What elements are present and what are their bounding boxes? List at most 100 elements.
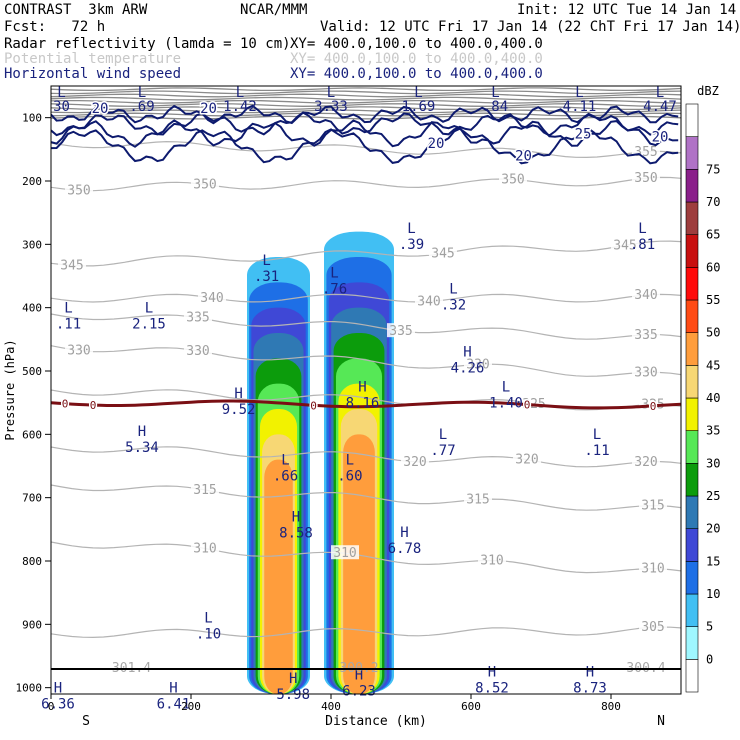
extremum-value: 8.73: [573, 681, 607, 697]
top-value-label: .84: [483, 99, 508, 115]
theta-contour-line: [51, 176, 681, 192]
colorbar-level: 75: [706, 162, 720, 176]
theta-label-bg: [611, 237, 639, 252]
x-tick-label: 0: [48, 700, 55, 713]
theta-label-bg: [639, 619, 667, 634]
theta-label-bg: [331, 545, 359, 560]
y-tick-label: 500: [22, 365, 42, 378]
top-low-marker: L: [57, 85, 65, 101]
extremum-value: 2.15: [132, 316, 166, 332]
theta-label: 345: [60, 258, 83, 273]
upper-theta-line: [51, 109, 681, 114]
theta-label: 335: [186, 311, 209, 326]
y-tick-label: 1000: [16, 682, 43, 695]
theta-contour-line: [51, 293, 681, 303]
extremum-value: 6.36: [41, 696, 75, 712]
top-low-marker: L: [656, 85, 664, 101]
wind-contour-line: [51, 104, 679, 125]
theta-contours: 355 350 350 350 350 345 345 345 340 340 340 335 335 3…: [51, 87, 681, 639]
low-marker: L: [638, 221, 646, 237]
high-marker: H: [289, 671, 297, 687]
theta-contour-line: [51, 140, 681, 159]
colorbar: 0 5 10 15 20 25 30 35 40 45 50 55 60 65 70 75 dBZ: [685, 84, 720, 693]
theta-label-bg: [632, 364, 660, 379]
low-marker: L: [281, 452, 289, 468]
top-low-marker: L: [236, 85, 244, 101]
colorbar-level: 70: [706, 195, 720, 209]
colorbar-level: 10: [706, 587, 720, 601]
reflectivity-field: [247, 231, 394, 694]
low-marker: L: [439, 427, 447, 443]
extremum-value: 8.58: [279, 525, 313, 541]
colorbar-swatch: [685, 267, 699, 301]
theta-contour-line: [51, 389, 681, 411]
extremum-value: .11: [584, 443, 609, 459]
top-low-marker: L: [414, 85, 422, 101]
y-tick-label: 300: [22, 238, 42, 251]
theta-label: 320: [634, 455, 657, 470]
theta-label: 330: [186, 344, 209, 359]
colorbar-level: 50: [706, 326, 720, 340]
colorbar-swatch: [685, 332, 699, 366]
extremum-value: 6.41: [157, 696, 191, 712]
high-marker: H: [292, 509, 300, 525]
theta-label-bg: [58, 257, 86, 272]
x-end-label-south: S: [82, 714, 90, 729]
extremum-value: .11: [56, 316, 81, 332]
colorbar-swatch: [685, 528, 699, 562]
high-marker: H: [400, 525, 408, 541]
theta-label-bg: [65, 182, 93, 197]
theta-label-bg: [198, 289, 226, 304]
theta-label-bg: [464, 356, 492, 371]
y-tick-label: 900: [22, 618, 42, 631]
extremum-value: 9.52: [222, 402, 256, 418]
theta-label-bg: [478, 552, 506, 567]
theta-label-bg: [191, 176, 219, 191]
top-low-marker: L: [327, 85, 335, 101]
theta-label: 335: [634, 328, 657, 343]
top-value-label: 4.11: [563, 99, 597, 115]
y-axis-title: Pressure (hPa): [3, 339, 17, 440]
extremum-value: .66: [273, 468, 298, 484]
theta-contour-line: [51, 240, 681, 267]
x-tick-label: 400: [321, 700, 341, 713]
x-tick-label: 800: [601, 700, 621, 713]
colorbar-swatch: [685, 463, 699, 497]
y-tick-label: 600: [22, 428, 42, 441]
low-marker: L: [204, 611, 212, 627]
theta-label-bg: [632, 287, 660, 302]
theta-label-bg: [513, 451, 541, 466]
theta-label: 310: [641, 562, 664, 577]
wind-contour-line: [51, 127, 679, 165]
field-name-wind: Horizontal wind speed: [4, 66, 182, 82]
theta-label: 315: [641, 499, 664, 514]
colorbar-level: 20: [706, 522, 720, 536]
colorbar-swatch: [685, 299, 699, 333]
theta-label-bg: [401, 453, 429, 468]
extremum-value: .10: [196, 627, 221, 643]
y-tick-label: 800: [22, 555, 42, 568]
theta-label-bg: [65, 342, 93, 357]
upper-theta-line: [51, 87, 681, 92]
colorbar-swatch: [685, 234, 699, 268]
colorbar-swatch: [685, 561, 699, 595]
upper-theta-line: [51, 96, 681, 101]
theta-label-bg: [191, 481, 219, 496]
theta-label: 340: [417, 295, 440, 310]
theta-label-bg: [191, 540, 219, 555]
theta-label-bg: [387, 323, 415, 338]
theta-label: 320: [515, 453, 538, 468]
theta-label: 335: [389, 324, 412, 339]
extremum-value: .31: [254, 269, 279, 285]
field-xy-theta: XY= 400.0,100.0 to 400.0,400.0: [290, 51, 543, 67]
top-value-label: 3.33: [314, 99, 348, 115]
theta-contour-line: [51, 313, 681, 340]
top-value-label: 1.69: [402, 99, 436, 115]
colorbar-swatch: [685, 103, 699, 137]
top-low-marker: L: [491, 85, 499, 101]
wind-label: 20: [652, 130, 669, 146]
extremum-value: .60: [337, 468, 362, 484]
theta-label-bg: [639, 497, 667, 512]
